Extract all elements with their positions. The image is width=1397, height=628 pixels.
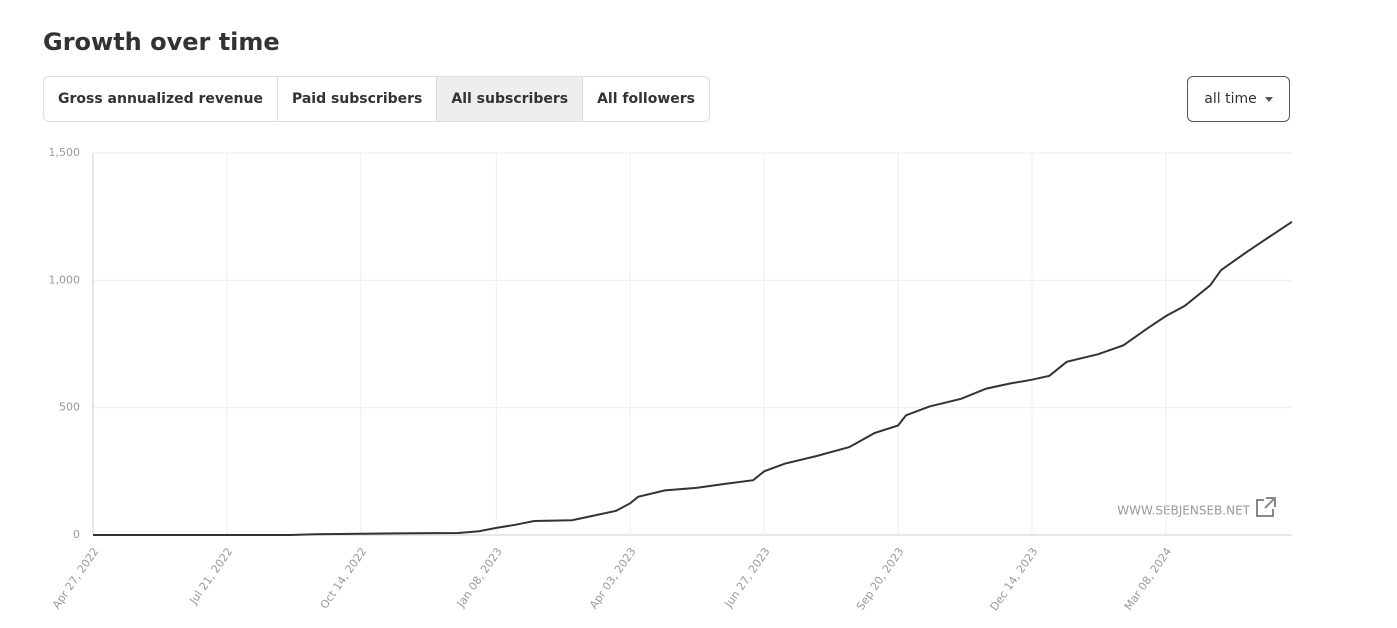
x-tick-label: Mar 08, 2024 (1122, 545, 1175, 612)
tab[interactable]: All subscribers (437, 77, 584, 121)
y-tick-label: 0 (73, 528, 80, 541)
x-tick-label: Jan 08, 2023 (454, 545, 505, 610)
x-tick-label: Oct 14, 2022 (318, 545, 370, 611)
data-line (93, 220, 1293, 536)
y-tick-label: 500 (59, 401, 80, 414)
x-tick-label: Apr 27, 2022 (50, 545, 102, 611)
time-dropdown[interactable]: all time (1187, 76, 1290, 122)
y-tick-label: 1,500 (49, 146, 81, 159)
x-tick-label: Jul 21, 2022 (186, 545, 235, 607)
tab[interactable]: All followers (597, 91, 695, 107)
tab[interactable]: Paid subscribers (278, 77, 438, 121)
page-title: Growth over time (43, 28, 280, 56)
x-tick-label: Sep 20, 2023 (854, 545, 907, 612)
x-tick-label: Apr 03, 2023 (587, 545, 639, 611)
x-tick-label: Dec 14, 2023 (988, 545, 1041, 613)
y-tick-label: 1,000 (49, 273, 81, 286)
watermark: WWW.SEBJENSEB.NET (1117, 504, 1250, 518)
tab[interactable]: Gross annualized revenue (44, 77, 278, 121)
dropdown-label: all time (1204, 91, 1257, 107)
tab-bar: Gross annualized revenue Paid subscribers… (43, 76, 710, 122)
caret (1264, 96, 1273, 102)
external-link-icon (1256, 497, 1276, 517)
x-tick-label: Jun 27, 2023 (721, 545, 772, 610)
